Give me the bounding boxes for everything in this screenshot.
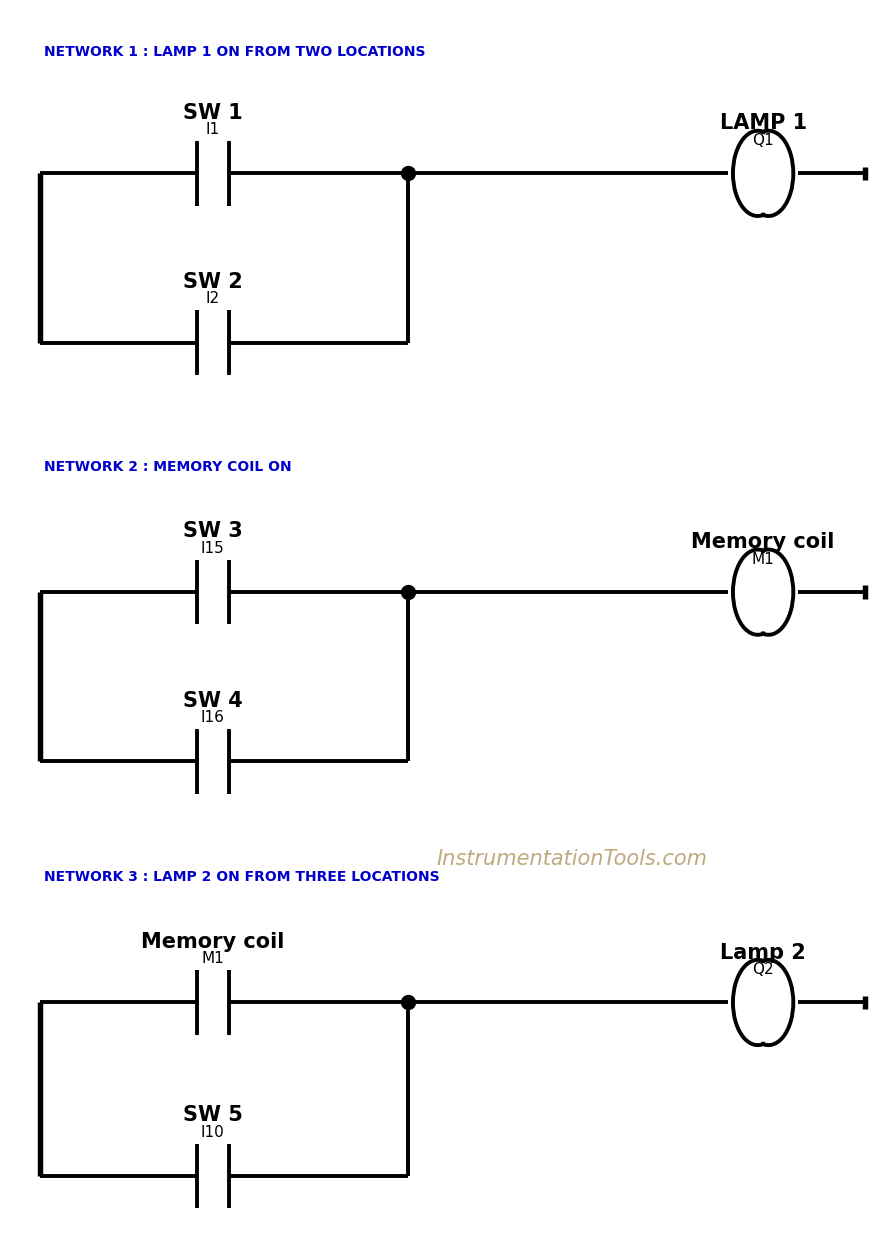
Text: SW 4: SW 4 xyxy=(183,691,243,711)
Text: I16: I16 xyxy=(201,710,225,725)
Text: I2: I2 xyxy=(206,292,220,307)
Text: I15: I15 xyxy=(201,541,225,556)
Text: Q1: Q1 xyxy=(753,133,774,148)
Text: Q2: Q2 xyxy=(753,962,774,977)
Text: M1: M1 xyxy=(752,552,774,567)
Text: I1: I1 xyxy=(206,121,220,136)
Text: NETWORK 2 : MEMORY COIL ON: NETWORK 2 : MEMORY COIL ON xyxy=(44,459,292,473)
Text: SW 2: SW 2 xyxy=(183,272,243,292)
Text: Memory coil: Memory coil xyxy=(141,931,284,952)
Text: LAMP 1: LAMP 1 xyxy=(719,114,806,134)
Text: NETWORK 1 : LAMP 1 ON FROM TWO LOCATIONS: NETWORK 1 : LAMP 1 ON FROM TWO LOCATIONS xyxy=(44,45,426,59)
Text: I10: I10 xyxy=(201,1124,225,1139)
Text: InstrumentationTools.com: InstrumentationTools.com xyxy=(436,849,708,869)
Text: NETWORK 3 : LAMP 2 ON FROM THREE LOCATIONS: NETWORK 3 : LAMP 2 ON FROM THREE LOCATIO… xyxy=(44,870,440,884)
Text: SW 5: SW 5 xyxy=(183,1106,243,1126)
Text: Memory coil: Memory coil xyxy=(692,532,835,552)
Text: Lamp 2: Lamp 2 xyxy=(720,943,806,963)
Text: M1: M1 xyxy=(202,952,224,967)
Text: SW 3: SW 3 xyxy=(183,521,243,541)
Text: SW 1: SW 1 xyxy=(183,103,243,123)
